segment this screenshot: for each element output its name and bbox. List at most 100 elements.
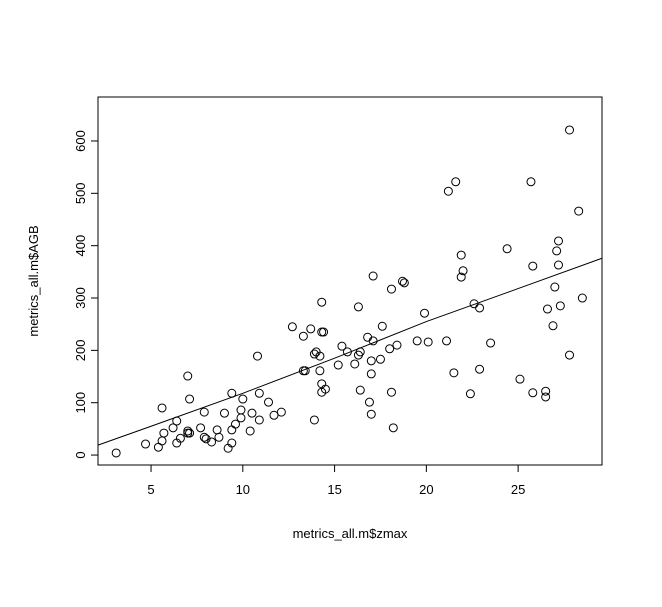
- point: [212, 425, 222, 435]
- y-tick-label: 0: [73, 451, 88, 458]
- point: [386, 284, 396, 294]
- point: [423, 337, 433, 347]
- point: [157, 403, 167, 413]
- point: [111, 448, 121, 458]
- x-tick-label: 5: [147, 482, 154, 497]
- y-tick-label: 300: [73, 287, 88, 309]
- point: [458, 266, 468, 276]
- point: [397, 276, 407, 286]
- point: [315, 366, 325, 376]
- point: [486, 338, 496, 348]
- point: [183, 426, 193, 436]
- point: [449, 368, 459, 378]
- point: [168, 423, 178, 433]
- point: [456, 272, 466, 282]
- point: [475, 364, 485, 374]
- point: [528, 388, 538, 398]
- x-tick-label: 15: [327, 482, 341, 497]
- y-tick-label: 500: [73, 182, 88, 204]
- point: [185, 394, 195, 404]
- point: [247, 408, 257, 418]
- point: [577, 293, 587, 303]
- point: [353, 302, 363, 312]
- point: [541, 392, 551, 402]
- point: [309, 349, 319, 359]
- point: [306, 324, 316, 334]
- point: [254, 415, 264, 425]
- point: [236, 405, 246, 415]
- point: [412, 336, 422, 346]
- point: [366, 369, 376, 379]
- point: [542, 304, 552, 314]
- point: [315, 351, 325, 361]
- point: [269, 410, 279, 420]
- point: [227, 438, 237, 448]
- point: [456, 250, 466, 260]
- point: [141, 439, 151, 449]
- point: [388, 423, 398, 433]
- point: [554, 236, 564, 246]
- point: [317, 327, 327, 337]
- x-axis-label: metrics_all.m$zmax: [293, 526, 408, 541]
- point: [375, 354, 385, 364]
- point: [309, 415, 319, 425]
- point: [465, 389, 475, 399]
- point: [245, 426, 255, 436]
- point: [392, 340, 402, 350]
- y-axis-label: metrics_all.m$AGB: [26, 225, 41, 336]
- point: [320, 384, 330, 394]
- fit-line: [97, 257, 603, 446]
- x-tick-label: 25: [511, 482, 525, 497]
- point: [368, 271, 378, 281]
- point: [254, 388, 264, 398]
- point: [548, 321, 558, 331]
- point: [377, 321, 387, 331]
- point: [264, 397, 274, 407]
- point: [366, 356, 376, 366]
- point: [515, 374, 525, 384]
- point: [199, 407, 209, 417]
- point: [252, 351, 262, 361]
- point: [199, 432, 209, 442]
- point: [183, 428, 193, 438]
- point: [175, 433, 185, 443]
- point: [196, 423, 206, 433]
- point: [574, 206, 584, 216]
- point: [227, 425, 237, 435]
- point: [201, 434, 211, 444]
- point: [442, 336, 452, 346]
- point: [554, 260, 564, 270]
- point: [219, 408, 229, 418]
- y-tick-label: 600: [73, 130, 88, 152]
- point: [337, 341, 347, 351]
- point: [565, 125, 575, 135]
- point: [333, 360, 343, 370]
- point: [238, 394, 248, 404]
- point: [399, 278, 409, 288]
- x-tick-label: 10: [236, 482, 250, 497]
- point: [364, 397, 374, 407]
- point: [565, 350, 575, 360]
- point: [550, 282, 560, 292]
- y-tick-label: 100: [73, 392, 88, 414]
- point: [159, 428, 169, 438]
- point: [276, 407, 286, 417]
- point: [350, 359, 360, 369]
- point: [236, 413, 246, 423]
- point: [363, 332, 373, 342]
- point: [287, 322, 297, 332]
- point: [526, 177, 536, 187]
- point: [355, 385, 365, 395]
- point: [386, 387, 396, 397]
- point: [214, 432, 224, 442]
- point: [366, 409, 376, 419]
- point: [443, 186, 453, 196]
- point: [319, 327, 329, 337]
- point: [528, 261, 538, 271]
- point: [502, 244, 512, 254]
- point: [185, 428, 195, 438]
- point: [451, 177, 461, 187]
- point: [555, 301, 565, 311]
- point: [552, 246, 562, 256]
